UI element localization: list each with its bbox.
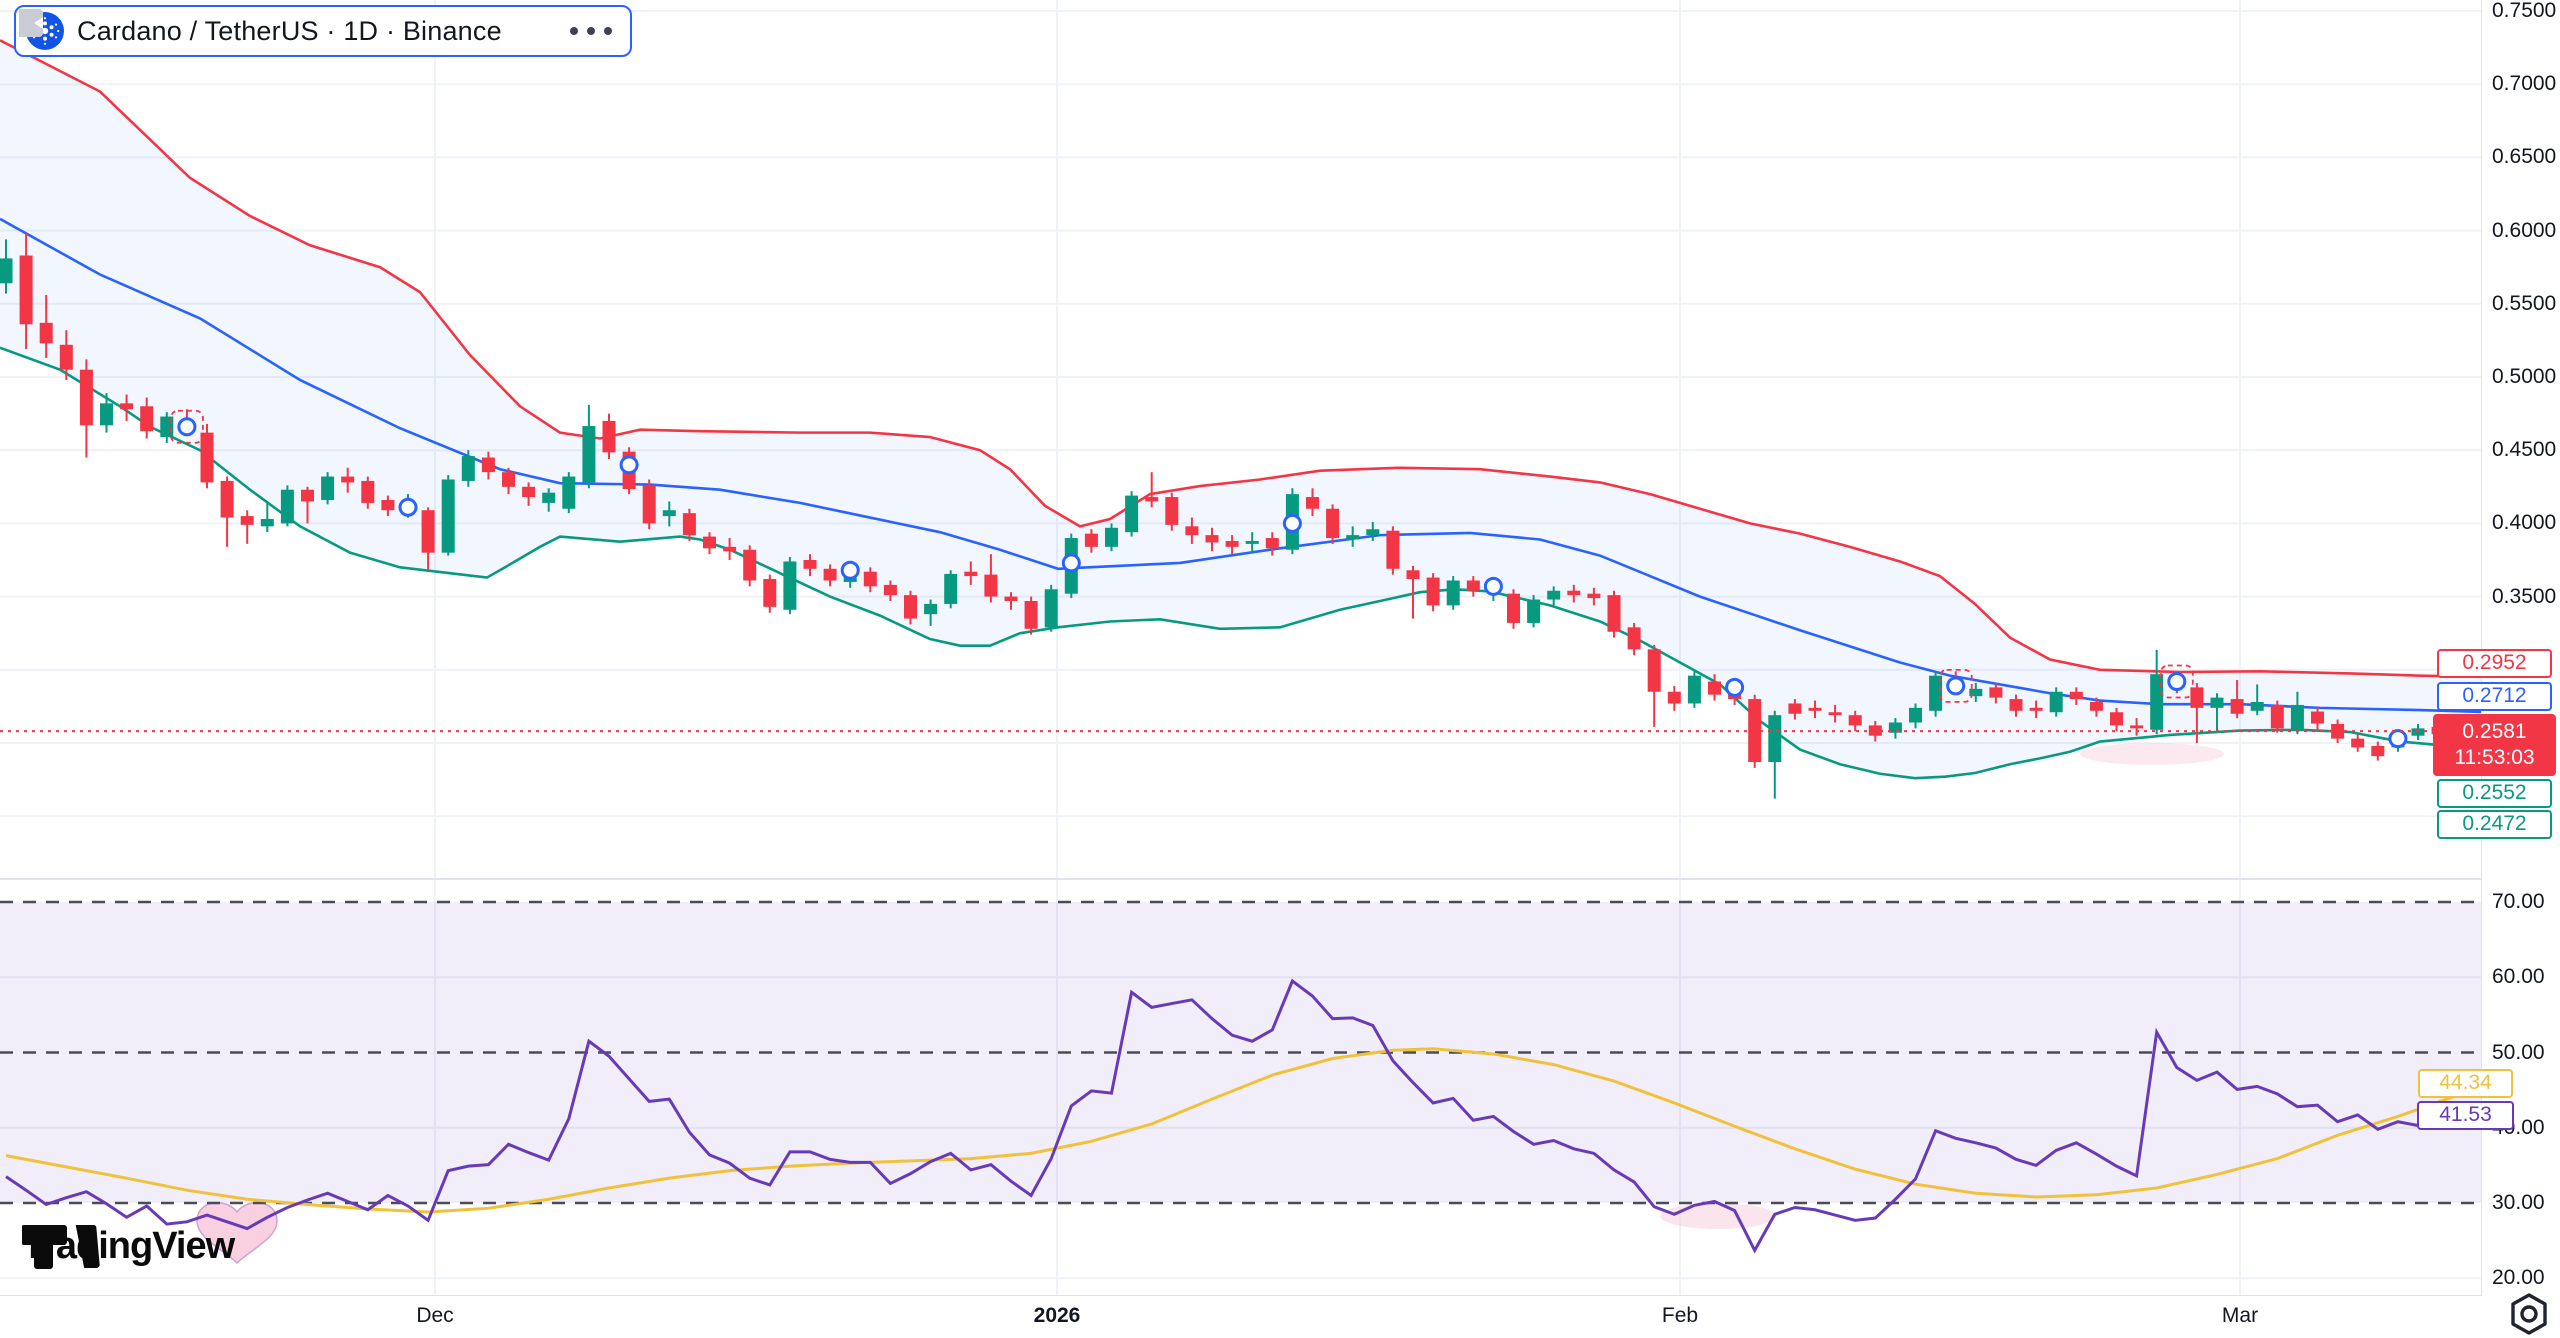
marker-box [1938, 669, 1973, 703]
time-tick-Dec: Dec [416, 1304, 454, 1327]
event-marker-icon[interactable] [177, 417, 197, 437]
time-tick-2026: 2026 [1033, 1304, 1081, 1327]
rsi-tick-label: 70.00 [2492, 890, 2545, 913]
symbol-header-button[interactable]: Cardano / TetherUS · 1D · Binance [14, 5, 632, 57]
event-marker-icon[interactable] [1725, 677, 1745, 697]
rsi-label-44.34: 44.34 [2418, 1068, 2513, 1098]
price-label-0.2552: 0.2552 [2437, 778, 2552, 808]
price-label-0.2581: 0.2581 11:53:03 [2433, 714, 2556, 776]
rsi-tick-label: 60.00 [2492, 965, 2545, 989]
price-tick-label: 0.4500 [2492, 438, 2557, 462]
symbol-title: Cardano / TetherUS · 1D · Binance [77, 15, 502, 46]
price-label-0.2952: 0.2952 [2437, 648, 2552, 678]
price-tick-label: 0.7500 [2492, 0, 2557, 22]
event-marker-icon[interactable] [1282, 513, 1302, 533]
price-tick-label: 0.5000 [2492, 365, 2557, 388]
highlight-ellipse [2080, 743, 2224, 765]
event-marker-icon[interactable] [840, 560, 860, 580]
event-marker-icon[interactable] [1946, 676, 1966, 696]
time-scale[interactable]: Dec 2026 Feb Mar [0, 1296, 2560, 1338]
rsi-band-fill [0, 902, 2482, 1203]
rsi-tick-label: 20.00 [2492, 1266, 2545, 1290]
bollinger-lower-line [0, 346, 2482, 780]
event-marker-icon[interactable] [1483, 576, 1503, 596]
event-marker-icon[interactable] [619, 455, 639, 475]
price-tick-label: 0.6500 [2492, 145, 2557, 169]
rsi-tick-label: 30.00 [2492, 1191, 2545, 1214]
event-marker-icon[interactable] [2388, 729, 2408, 749]
rsi-pane [0, 900, 2482, 1265]
tradingview-mark-icon [22, 1225, 100, 1269]
rsi-label-41.53: 41.53 [2417, 1100, 2514, 1130]
time-tick-Mar: Mar [2221, 1304, 2259, 1327]
price-label-0.2712: 0.2712 [2437, 681, 2552, 711]
price-tick-label: 0.7000 [2492, 72, 2557, 96]
tradingview-logo[interactable]: TradingView [22, 1222, 235, 1270]
countdown-timer: 11:53:03 [2454, 746, 2535, 769]
price-label-0.2472: 0.2472 [2437, 809, 2552, 839]
bollinger-upper-line [0, 39, 2482, 679]
price-pane [0, 39, 2482, 799]
price-tick-label: 0.6000 [2492, 218, 2557, 242]
time-tick-Feb: Feb [1661, 1304, 1699, 1327]
price-tick-label: 0.5500 [2492, 291, 2557, 315]
bollinger-fill [0, 40, 2482, 779]
marker-box [169, 409, 204, 444]
price-tick-label: 0.4000 [2492, 511, 2557, 535]
marker-box [2159, 664, 2194, 699]
event-marker-icon[interactable] [2167, 672, 2187, 692]
rsi-line [5, 978, 2459, 1254]
highlight-ellipse [1660, 1203, 1776, 1229]
rsi-tick-label: 50.00 [2492, 1040, 2545, 1064]
event-marker-icon[interactable] [1061, 553, 1081, 573]
more-options-icon[interactable] [568, 23, 614, 39]
price-tick-label: 0.3500 [2492, 584, 2557, 608]
event-marker-icon[interactable] [398, 497, 418, 517]
